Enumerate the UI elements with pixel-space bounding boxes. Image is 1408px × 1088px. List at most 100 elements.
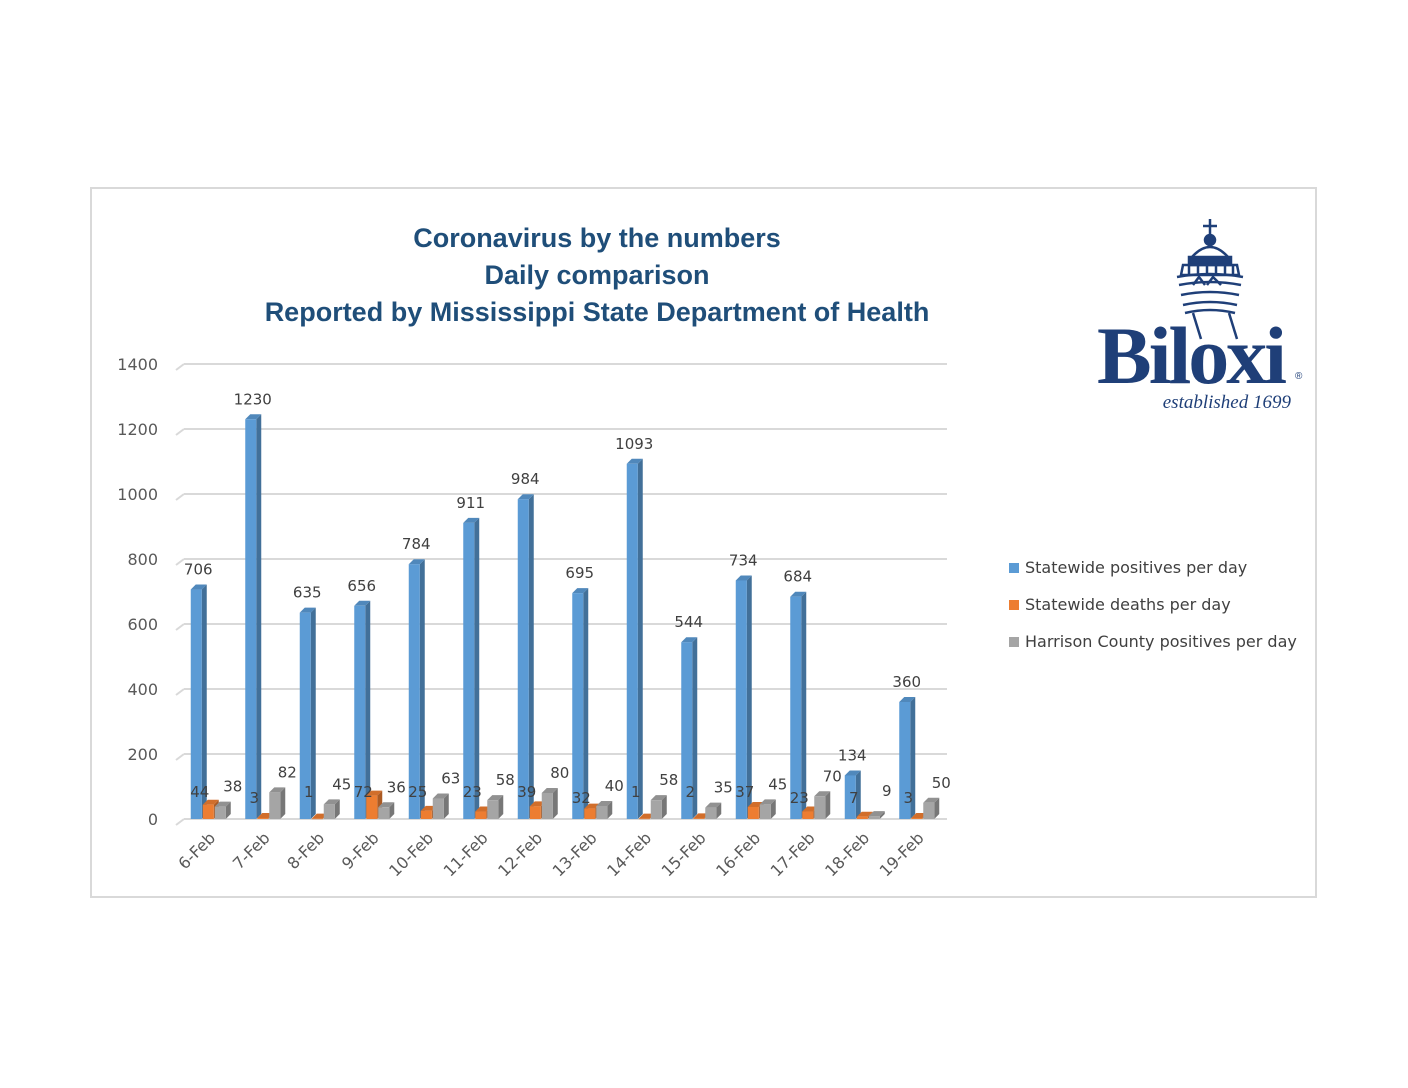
bar-side — [879, 811, 885, 819]
gridline-depth — [175, 818, 185, 826]
data-label: 784 — [402, 535, 431, 553]
bar-statewide-positives-per-day-8-Feb — [299, 607, 316, 819]
bar-side — [583, 588, 589, 819]
y-tick-label: 600 — [127, 615, 158, 634]
bar-top — [705, 802, 722, 808]
data-label: 544 — [674, 613, 703, 631]
bar-front — [626, 463, 638, 819]
data-label: 911 — [456, 494, 485, 512]
gridline-depth — [175, 623, 185, 631]
bar-front — [190, 589, 202, 819]
bar-harrison-county-positives-per-day-8-Feb — [323, 799, 340, 819]
bar-front — [420, 810, 432, 819]
bar-side — [201, 584, 207, 819]
bar-side — [661, 795, 667, 819]
bar-statewide-positives-per-day-9-Feb — [354, 600, 371, 819]
bar-top — [378, 802, 395, 808]
data-label: 35 — [714, 779, 733, 797]
bar-front — [735, 580, 747, 819]
bar-top — [463, 517, 480, 523]
bar-front — [463, 522, 475, 819]
bar-statewide-positives-per-day-16-Feb — [735, 575, 752, 819]
bar-side — [256, 414, 262, 819]
x-tick-label: 6-Feb — [174, 828, 219, 873]
data-label: 695 — [565, 564, 594, 582]
bar-side — [310, 607, 316, 819]
x-tick-label: 17-Feb — [767, 828, 819, 880]
data-label: 36 — [387, 778, 406, 796]
data-label: 2 — [685, 783, 695, 801]
bar-front — [323, 804, 335, 819]
logo-registered-mark: ® — [1295, 371, 1303, 382]
legend-swatch — [1009, 600, 1019, 610]
bar-front — [844, 775, 856, 819]
bar-top — [245, 414, 262, 420]
bar-statewide-positives-per-day-14-Feb — [626, 458, 643, 819]
x-tick-label: 19-Feb — [876, 828, 928, 880]
bar-top — [408, 559, 425, 565]
bar-front — [747, 806, 759, 819]
data-label: 45 — [332, 775, 351, 793]
bar-front — [214, 806, 226, 819]
bar-side — [528, 494, 534, 819]
gridline-depth — [175, 428, 185, 436]
bar-front — [378, 807, 390, 819]
biloxi-logo: Biloxi ® established 1699 — [1097, 219, 1303, 413]
chart-canvas: Coronavirus by the numbers Daily compari… — [117, 219, 1303, 880]
logo-wordmark: Biloxi — [1097, 310, 1286, 401]
data-label: 38 — [223, 778, 242, 796]
data-label: 25 — [408, 783, 427, 801]
bar-top — [626, 458, 643, 464]
bar-side — [419, 559, 425, 819]
data-label: 134 — [838, 746, 867, 764]
bar-harrison-county-positives-per-day-9-Feb — [378, 802, 395, 819]
bar-side — [934, 797, 940, 819]
data-label: 360 — [892, 673, 921, 691]
x-tick-label: 13-Feb — [549, 828, 601, 880]
bar-statewide-positives-per-day-7-Feb — [245, 414, 262, 819]
bar-side — [498, 795, 504, 819]
bar-statewide-positives-per-day-11-Feb — [463, 517, 480, 819]
bar-front — [802, 811, 814, 819]
bar-top — [269, 787, 286, 793]
bar-top — [735, 575, 752, 581]
bar-side — [637, 458, 643, 819]
bar-top — [596, 801, 613, 806]
bar-front — [257, 818, 269, 819]
bar-harrison-county-positives-per-day-19-Feb — [923, 797, 940, 819]
gridlines — [175, 363, 947, 826]
gridline-depth — [175, 363, 185, 371]
bar-top — [856, 811, 873, 817]
bar-top — [214, 801, 231, 807]
bar-harrison-county-positives-per-day-15-Feb — [705, 802, 722, 819]
bar-side — [334, 799, 340, 819]
bar-side — [746, 575, 752, 819]
bar-front — [856, 816, 868, 819]
data-label: 9 — [882, 782, 892, 800]
bar-front — [814, 796, 826, 819]
data-label: 984 — [511, 470, 540, 488]
bar-side — [225, 801, 231, 819]
bar-front — [541, 793, 553, 819]
x-tick-label: 7-Feb — [229, 828, 274, 873]
bar-statewide-positives-per-day-10-Feb — [408, 559, 425, 819]
data-label: 1093 — [615, 435, 653, 453]
bar-top — [899, 697, 916, 702]
bar-side — [443, 793, 449, 819]
bar-front — [584, 808, 596, 819]
bar-statewide-positives-per-day-6-Feb — [190, 584, 207, 819]
bar-statewide-positives-per-day-15-Feb — [681, 637, 698, 819]
bar-front — [911, 818, 923, 819]
data-label: 656 — [347, 577, 376, 595]
bar-front — [299, 612, 311, 819]
data-label: 72 — [354, 783, 373, 801]
bar-front — [899, 702, 911, 819]
bar-front — [572, 593, 584, 819]
bar-statewide-positives-per-day-13-Feb — [572, 588, 589, 819]
bar-top — [681, 637, 698, 643]
chart-title: Coronavirus by the numbers Daily compari… — [265, 223, 930, 327]
bar-top — [844, 770, 861, 776]
gridline-depth — [175, 753, 185, 761]
bar-side — [280, 787, 286, 819]
data-label: 58 — [496, 771, 515, 789]
